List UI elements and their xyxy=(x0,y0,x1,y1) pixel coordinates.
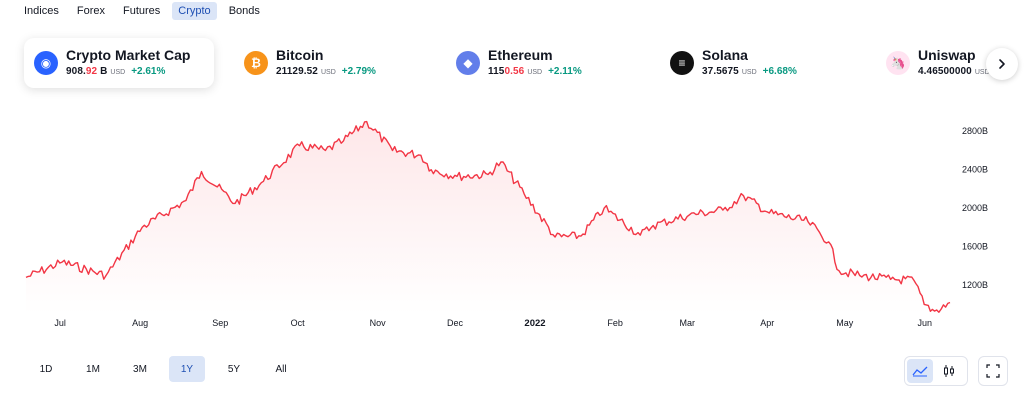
fullscreen-button[interactable] xyxy=(978,356,1008,386)
ticker-name: Bitcoin xyxy=(276,46,324,63)
y-tick-label: 2800B xyxy=(962,126,988,136)
x-tick-label: Oct xyxy=(291,318,306,328)
ticker-quote: 37.5675 USD +6.68% xyxy=(702,65,797,80)
x-tick-label: Nov xyxy=(370,318,387,328)
ticker-name: Ethereum xyxy=(488,46,553,63)
ticker-bitcoin[interactable]: ₿ Bitcoin 21129.52 USD +2.79% xyxy=(244,38,419,88)
crypto-market-cap-icon: ◉ xyxy=(34,51,58,75)
ticker-quote: 21129.52 USD +2.79% xyxy=(276,65,376,80)
y-tick-label: 2400B xyxy=(962,165,988,175)
tab-futures[interactable]: Futures xyxy=(122,5,161,17)
market-tabs: Indices Forex Futures Crypto Bonds xyxy=(18,0,272,22)
range-selector: 1D 1M 3M 1Y 5Y All xyxy=(28,356,310,382)
chevron-right-icon xyxy=(999,59,1005,69)
ticker-price-highlight: 0.56 xyxy=(504,65,525,77)
area-chart-button[interactable] xyxy=(907,359,933,383)
range-5y-button[interactable]: 5Y xyxy=(227,363,241,375)
ticker-quote: 908.92 B USD +2.61% xyxy=(66,65,190,80)
ticker-price-suffix: B xyxy=(97,65,108,77)
ticker-price: 37.5675 xyxy=(702,65,739,77)
chart-style-group xyxy=(904,356,968,386)
ticker-info: Bitcoin 21129.52 USD +2.79% xyxy=(276,47,376,80)
x-tick-label: Jul xyxy=(54,318,66,328)
tab-bonds[interactable]: Bonds xyxy=(228,5,260,17)
range-3m-button[interactable]: 3M xyxy=(133,363,147,375)
ticker-name: Uniswap xyxy=(918,46,976,63)
market-cap-chart[interactable]: Jul Aug Sep Oct Nov Dec 2022 Feb Mar Apr May Jun 28… xyxy=(0,104,1024,344)
ticker-ethereum[interactable]: ◆ Ethereum 1150.56 USD +2.11% xyxy=(456,38,631,88)
x-tick-label: Sep xyxy=(212,318,228,328)
ticker-currency: USD xyxy=(527,68,543,76)
ticker-price: 21129.52 xyxy=(276,65,318,77)
chart-area-fill xyxy=(26,121,950,314)
ticker-crypto-market-cap[interactable]: ◉ Crypto Market Cap 908.92 B USD +2.61% xyxy=(24,38,214,88)
ticker-currency: USD xyxy=(320,68,336,76)
ticker-solana[interactable]: ≡ Solana 37.5675 USD +6.68% xyxy=(670,38,845,88)
bitcoin-icon: ₿ xyxy=(244,51,268,75)
ticker-uniswap[interactable]: 🦄 Uniswap 4.46500000 USD xyxy=(886,38,1022,88)
range-1y-button[interactable]: 1Y xyxy=(169,356,205,382)
ethereum-icon: ◆ xyxy=(456,51,480,75)
ticker-change: +6.68% xyxy=(762,65,797,77)
range-1m-button[interactable]: 1M xyxy=(86,363,100,375)
chart-series-line xyxy=(25,120,951,313)
ticker-quote: 4.46500000 USD xyxy=(918,65,990,80)
area-chart-icon xyxy=(912,366,928,377)
candlestick-icon xyxy=(944,365,954,377)
uniswap-icon: 🦄 xyxy=(886,51,910,75)
tab-indices[interactable]: Indices xyxy=(24,5,59,17)
x-tick-label: Feb xyxy=(607,318,623,328)
ticker-currency: USD xyxy=(974,68,990,76)
ticker-change: +2.11% xyxy=(548,65,582,77)
x-tick-label: Aug xyxy=(132,318,148,328)
y-tick-label: 1600B xyxy=(962,242,988,252)
ticker-info: Ethereum 1150.56 USD +2.11% xyxy=(488,47,582,80)
ticker-info: Solana 37.5675 USD +6.68% xyxy=(702,47,797,80)
range-all-button[interactable]: All xyxy=(275,363,287,375)
tab-forex[interactable]: Forex xyxy=(76,5,105,17)
candles-chart-button[interactable] xyxy=(936,359,962,383)
ticker-quote: 1150.56 USD +2.11% xyxy=(488,65,582,80)
ticker-change: +2.79% xyxy=(341,65,376,77)
y-tick-label: 1200B xyxy=(962,280,988,290)
x-tick-label: May xyxy=(836,318,854,328)
range-1d-button[interactable]: 1D xyxy=(39,363,53,375)
ticker-price-highlight: 92 xyxy=(85,65,98,77)
ticker-price: 115 xyxy=(488,65,505,77)
ticker-info: Uniswap 4.46500000 USD xyxy=(918,47,990,80)
ticker-change: +2.61% xyxy=(131,65,166,77)
x-tick-label: Apr xyxy=(760,318,774,328)
tab-crypto[interactable]: Crypto xyxy=(172,2,217,20)
ticker-price: 908. xyxy=(66,65,86,77)
ticker-name: Crypto Market Cap xyxy=(66,46,191,63)
ticker-currency: USD xyxy=(110,68,126,76)
ticker-strip: ◉ Crypto Market Cap 908.92 B USD +2.61% ₿ Bitc… xyxy=(24,38,1024,92)
x-tick-label: Dec xyxy=(447,318,464,328)
next-tickers-button[interactable] xyxy=(986,48,1018,80)
x-tick-label: 2022 xyxy=(524,318,545,329)
ticker-info: Crypto Market Cap 908.92 B USD +2.61% xyxy=(66,47,190,80)
fullscreen-icon xyxy=(986,364,1000,378)
ticker-name: Solana xyxy=(702,46,748,63)
y-tick-label: 2000B xyxy=(962,203,988,213)
x-tick-label: Mar xyxy=(680,318,696,328)
ticker-currency: USD xyxy=(741,68,757,76)
x-tick-label: Jun xyxy=(918,318,933,328)
ticker-price: 4.46500000 xyxy=(918,65,972,77)
solana-icon: ≡ xyxy=(670,51,694,75)
